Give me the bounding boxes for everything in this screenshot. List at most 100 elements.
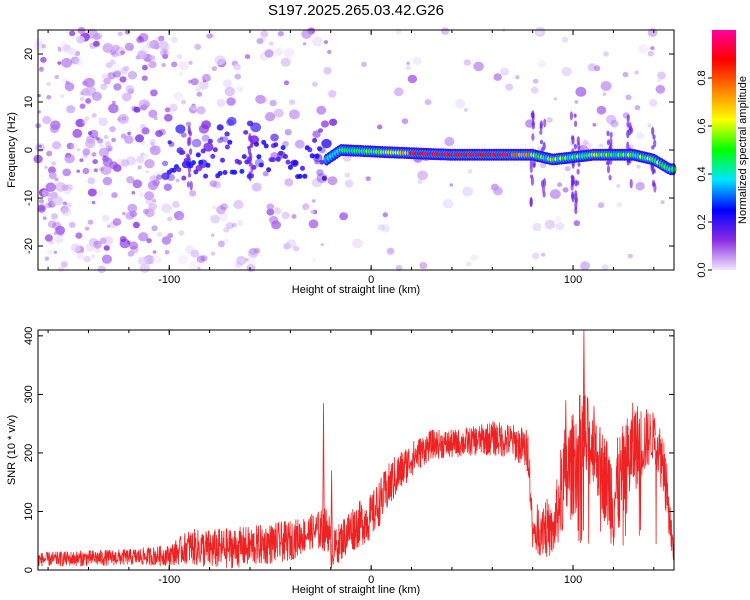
spectrogram-cell: [493, 73, 502, 81]
spectrogram-cell: [580, 261, 590, 271]
spectrogram-cell: [328, 90, 337, 98]
spectrogram-cell: [127, 203, 138, 213]
x-tick-label: 0: [368, 574, 374, 586]
spectrogram-cell: [539, 162, 547, 169]
spectrogram-cell: [596, 105, 607, 115]
spectrogram-cell: [393, 87, 404, 97]
spectrogram-ridge-cell: [292, 160, 298, 166]
spectrogram-cell: [549, 189, 561, 200]
spectrogram-cell: [321, 120, 329, 128]
spectrogram-cell: [467, 169, 473, 174]
spectrogram-cell: [222, 79, 232, 88]
spectrogram-ridge-cell: [237, 160, 242, 165]
spectrogram-cell: [268, 41, 274, 46]
spectrogram-cell: [210, 214, 220, 224]
spectrogram-cell: [212, 205, 217, 210]
spectrogram-ridge-cell: [198, 159, 204, 165]
spectrogram-cell: [647, 123, 652, 128]
snr-panel: -100 0 100 0 100 200 300 400 Height of straigh…: [6, 327, 675, 596]
spectrogram-cell: [164, 107, 171, 113]
spectrogram-cell: [137, 256, 148, 266]
spectrogram-cell: [147, 180, 159, 191]
spectrogram-cell: [598, 143, 604, 148]
spectrogram-cell: [626, 141, 630, 152]
spectrogram-cell: [311, 177, 323, 188]
spectrogram-y-label: Frequency (Hz): [6, 112, 18, 188]
spectrogram-cell: [515, 75, 520, 80]
spectrogram-ridge-cell: [178, 150, 184, 156]
spectrogram-cell: [463, 59, 471, 66]
spectrogram-cell: [636, 164, 641, 169]
spectrogram-cell: [57, 266, 65, 272]
spectrogram-cell: [52, 141, 62, 150]
spectrogram-cell: [186, 181, 190, 188]
spectrogram-cell: [109, 126, 116, 133]
spectrogram-cell: [576, 180, 580, 186]
spectrogram-cell: [142, 153, 148, 159]
spectrogram-cell: [42, 213, 48, 218]
spectrogram-ridge-cell: [227, 139, 233, 145]
spectrogram-cell: [308, 219, 319, 229]
y-tick-label: 200: [23, 444, 35, 462]
spectrogram-cell: [138, 192, 145, 198]
spectrogram-cell: [93, 40, 100, 47]
spectrogram-cell: [638, 44, 648, 54]
spectrogram-cell: [283, 80, 290, 86]
spectrogram-cell: [289, 109, 300, 120]
spectrogram-cell: [500, 67, 510, 76]
spectrogram-cell: [607, 159, 611, 166]
spectrogram-cell: [66, 154, 71, 158]
spectrogram-cell: [125, 85, 135, 94]
spectrogram-cell: [541, 185, 546, 194]
spectrogram-cell: [316, 169, 324, 176]
spectrogram-cell: [417, 179, 423, 184]
spectrogram-cell: [39, 188, 49, 197]
spectrogram-cell: [253, 247, 261, 254]
spectrogram-cell: [190, 249, 200, 258]
spectrogram-cell: [60, 94, 65, 98]
spectrogram-cell: [555, 215, 562, 222]
spectrogram-cell: [539, 123, 543, 131]
spectrogram-cell: [70, 243, 81, 253]
spectrogram-cell: [473, 61, 484, 72]
spectrogram-cell: [544, 219, 556, 230]
spectrogram-cell: [209, 180, 217, 188]
spectrogram-cell: [210, 251, 216, 256]
spectrogram-cell: [214, 55, 226, 66]
spectrogram-cell: [653, 139, 657, 148]
spectrogram-ridge-cell: [268, 157, 274, 163]
spectrogram-ridge-cell: [193, 169, 199, 175]
spectrogram-cell: [103, 245, 110, 251]
spectrogram-cell: [129, 210, 137, 218]
spectrogram-ridge-cell: [261, 139, 267, 145]
spectrogram-cell: [236, 255, 247, 266]
spectrogram-cell: [627, 253, 633, 259]
spectrogram-cell: [83, 226, 89, 231]
spectrogram-cell: [178, 255, 189, 265]
spectrogram-cell: [62, 201, 67, 206]
spectrogram-cell: [260, 30, 269, 38]
spectrogram-cell: [161, 172, 170, 180]
spectrogram-cell: [344, 172, 351, 178]
spectrogram-cell: [529, 165, 533, 174]
spectrogram-cell: [608, 174, 612, 181]
spectrogram-cell: [650, 46, 655, 50]
spectrogram-cell: [219, 136, 224, 140]
spectrogram-cell: [224, 238, 229, 243]
spectrogram-cell: [99, 167, 104, 172]
spectrogram-cell: [105, 62, 113, 69]
spectrogram-cell: [569, 111, 574, 121]
spectrogram-cell: [216, 124, 224, 131]
spectrogram-cell: [140, 44, 148, 53]
spectrogram-cell: [311, 199, 316, 203]
spectrogram-cell: [629, 178, 633, 189]
y-tick-label: 100: [23, 502, 35, 520]
spectrogram-cell: [570, 135, 575, 141]
spectrogram-cell: [162, 160, 169, 167]
spectrogram-cell: [533, 78, 539, 84]
spectrogram-cell: [217, 240, 225, 248]
spectrogram-cell: [444, 136, 455, 147]
spectrogram-cell: [250, 139, 254, 148]
spectrogram-cell: [224, 86, 236, 97]
spectrogram-cell: [149, 55, 156, 61]
